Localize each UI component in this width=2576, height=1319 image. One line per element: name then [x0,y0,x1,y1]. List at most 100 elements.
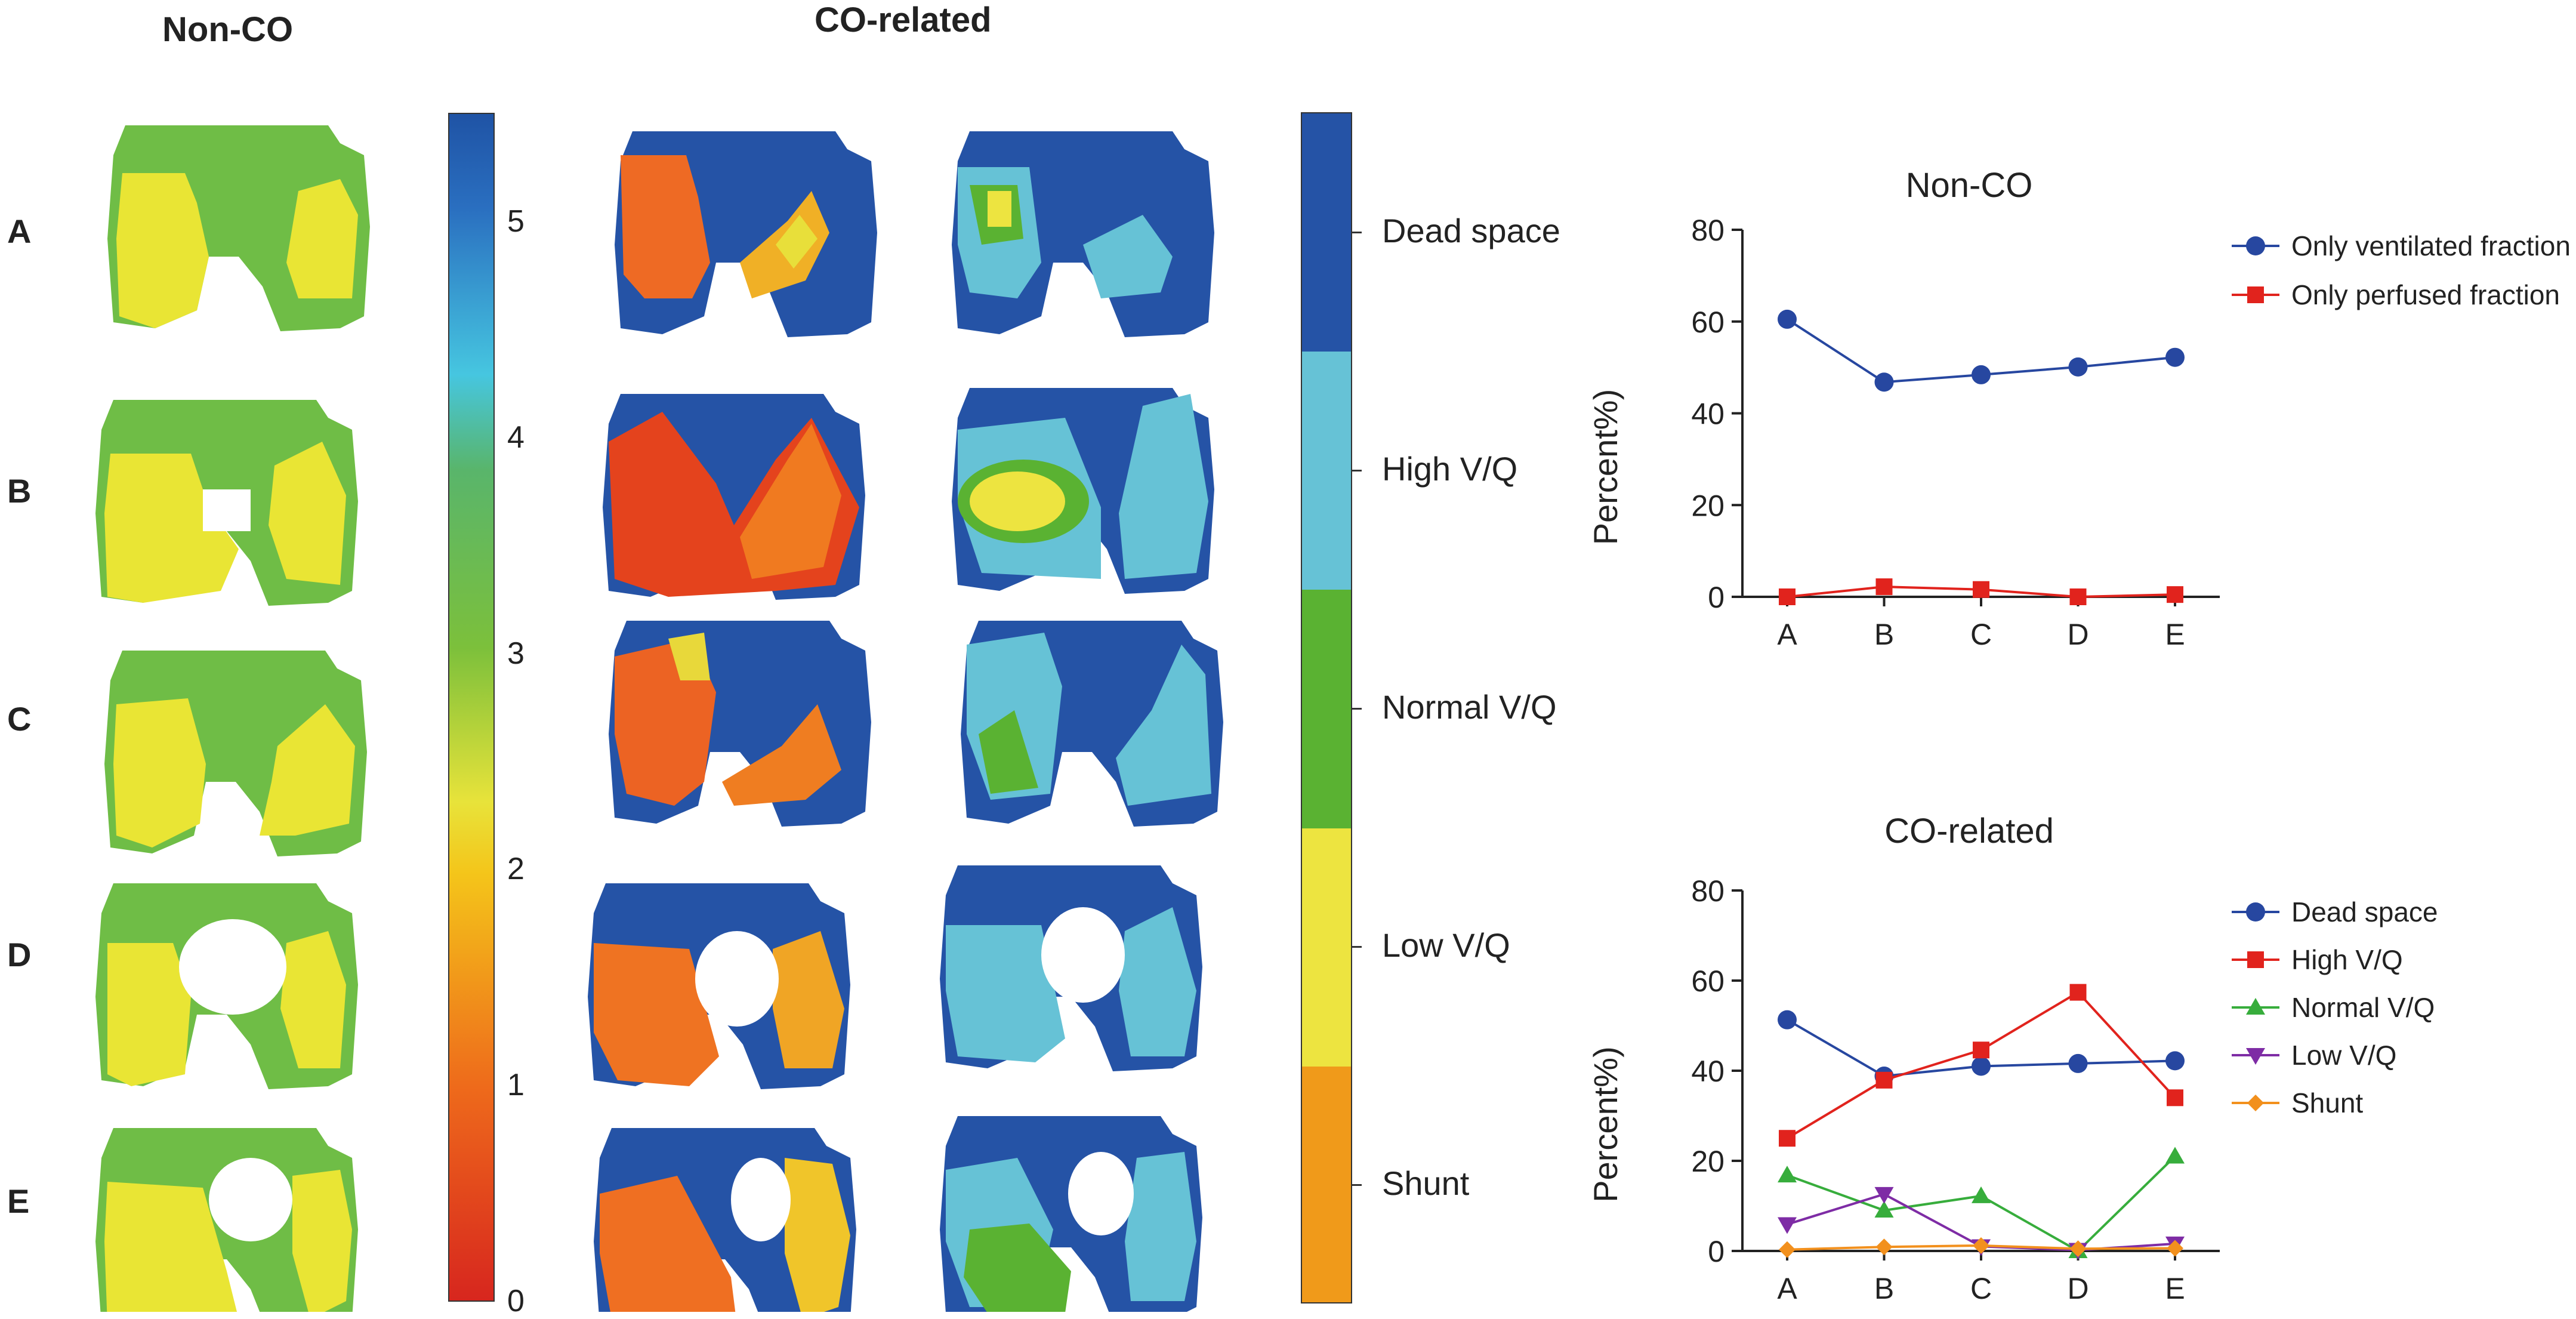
chart-1-legend-marker [2247,951,2264,968]
chart-1-legend-marker [2246,902,2265,922]
non-co-map-d [95,883,358,1089]
chart-1-legend-label: Shunt [2291,1087,2363,1118]
chart-1-series-2-point [2165,1147,2185,1164]
co-map-1-e [594,1128,856,1312]
chart-1-series-1-point [1973,1041,1989,1059]
chart-1-series-0-point [1778,1010,1797,1030]
chart-1-xtick-label: B [1874,1272,1894,1305]
chart-0-legend-label: Only perfused fraction [2291,279,2560,310]
chart-1-y-label: Percent%) [1587,1046,1624,1202]
chart-1-series-1-point [1875,1071,1893,1089]
category-swatch-normal-v-q [1302,590,1351,828]
category-tick [1352,231,1362,233]
chart-0-series-0-point [1874,372,1894,392]
chart-0-ytick-label: 60 [1691,306,1724,339]
chart-1-series-2-line [1787,1155,2176,1253]
row-label-e: E [7,1182,30,1220]
chart-0-series-1-point [1973,581,1989,598]
chart-1-xtick-label: A [1777,1272,1797,1305]
chart-0-ytick-label: 0 [1708,581,1724,614]
category-tick [1352,469,1362,471]
category-label-shunt: Shunt [1382,1164,1470,1203]
colorbar-gradient [448,113,495,1302]
colorbar-tick-2: 2 [507,852,525,887]
colorbar-tick-1: 1 [507,1068,525,1103]
category-label-high-v-q: High V/Q [1382,449,1518,488]
chart-1-series-4-point [1779,1241,1796,1258]
co-map-2-d [940,865,1202,1071]
co-map-2-b [952,388,1214,594]
chart-1-series-0-point [2165,1051,2185,1071]
chart-1-xtick-label: E [2165,1272,2185,1305]
row-label-a: A [7,212,32,250]
chart-0-title: Non-CO [1906,166,2033,205]
chart-0-legend-label: Only ventilated fraction [2291,230,2571,261]
chart-0-series-0-point [2068,357,2088,377]
category-tick [1352,946,1362,948]
non-co-map-b [95,400,358,606]
colorbar-tick-4: 4 [507,420,525,455]
row-label-c: C [7,700,32,738]
co-map-2-a [952,131,1214,337]
colorbar-tick-5: 5 [507,204,525,239]
colorbar-tick-3: 3 [507,636,525,671]
co-map-1-b [603,394,865,600]
chart-1-series-4-point [1875,1238,1893,1256]
chart-1-ytick-label: 0 [1708,1235,1724,1268]
category-swatch-shunt [1302,1066,1351,1302]
chart-1-ytick-label: 60 [1691,964,1724,998]
chart-1-series-3-point [1874,1187,1894,1204]
chart-1-series-3-point [1778,1217,1797,1234]
chart-1-series-4-point [2167,1240,2183,1257]
chart-0-series-1-point [2069,588,2087,605]
chart-0-xtick-label: E [2165,618,2185,651]
co-related-header: CO-related [815,1,992,39]
chart-0-y-label: Percent%) [1587,389,1624,545]
chart-0-xtick-label: B [1874,618,1894,651]
chart-0-series-1-point [1779,588,1796,605]
chart-1-series-1-point [2167,1089,2183,1107]
chart-0-xtick-label: A [1777,618,1797,651]
chart-1-series-0-point [2068,1053,2088,1073]
chart-0-series-1-point [2167,586,2183,603]
category-bar-frame [1301,112,1352,1303]
co-map-1-c [609,621,871,827]
chart-1-legend-marker [2246,998,2265,1015]
category-swatch-high-v-q [1302,352,1351,590]
chart-1-xtick-label: C [1970,1272,1992,1305]
non-co-header: Non-CO [162,10,294,49]
chart-0-legend-marker [2246,236,2265,255]
co-map-2-c [961,621,1223,827]
chart-1-ytick-label: 40 [1691,1055,1724,1088]
chart-1-series-2-point [1972,1186,1991,1203]
co-map-1-d [588,883,850,1089]
chart-1-xtick-label: D [2067,1272,2088,1305]
chart-1-series-2-point [1778,1166,1797,1183]
category-tick [1352,1184,1362,1187]
chart-0-xtick-label: D [2067,618,2088,651]
co-map-2-e [940,1116,1202,1312]
chart-0-series-0-point [1972,365,1991,384]
category-label-low-v-q: Low V/Q [1382,926,1510,964]
chart-1-ytick-label: 20 [1691,1145,1724,1178]
chart-1-legend-label: Normal V/Q [2291,992,2435,1023]
chart-1-legend-label: Dead space [2291,896,2438,927]
chart-1-ytick-label: 80 [1691,874,1724,908]
category-label-normal-v-q: Normal V/Q [1382,688,1557,726]
chart-1-series-2-point [1874,1201,1894,1218]
non-co-map-c [104,651,367,856]
chart-0-legend-marker [2247,286,2264,303]
chart-0-xtick-label: C [1970,618,1992,651]
category-swatch-low-v-q [1302,828,1351,1067]
chart-0-ytick-label: 20 [1691,489,1724,522]
chart-1-series-4-point [2069,1240,2087,1258]
chart-1-legend-label: High V/Q [2291,944,2403,975]
chart-1-legend-marker [2247,1095,2264,1111]
category-tick [1352,708,1362,710]
chart-1-series-1-point [2069,984,2087,1001]
chart-0-ytick-label: 40 [1691,397,1724,431]
chart-1-legend-marker [2246,1048,2265,1065]
chart-1-series-0-point [1972,1056,1991,1076]
